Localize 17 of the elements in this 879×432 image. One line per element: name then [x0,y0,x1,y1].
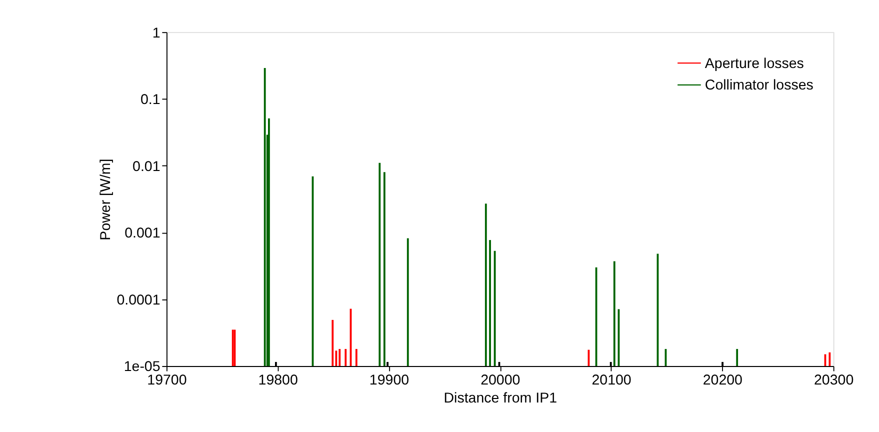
y-tick-label: 1e-05 [124,359,160,376]
y-tick-label: 1 [152,25,160,42]
x-tick-label: 20200 [702,372,743,389]
y-tick-label: 0.01 [132,158,160,175]
x-tick-label: 20000 [480,372,520,389]
y-tick-label: 0.1 [140,92,160,108]
x-tick-label: 19700 [147,372,187,389]
legend-label: Collimator losses [704,78,814,94]
legend-label: Aperture losses [704,56,804,72]
y-tick-label: 0.0001 [116,292,160,308]
x-tick-label: 19900 [369,372,410,389]
x-tick-label: 20100 [592,372,632,389]
x-tick-label: 19800 [258,372,298,389]
y-axis-title: Power [W/m] [98,158,114,240]
x-axis-title: Distance from IP1 [444,390,558,407]
y-tick-label: 0.001 [124,226,160,242]
x-tick-label: 20300 [814,372,854,389]
